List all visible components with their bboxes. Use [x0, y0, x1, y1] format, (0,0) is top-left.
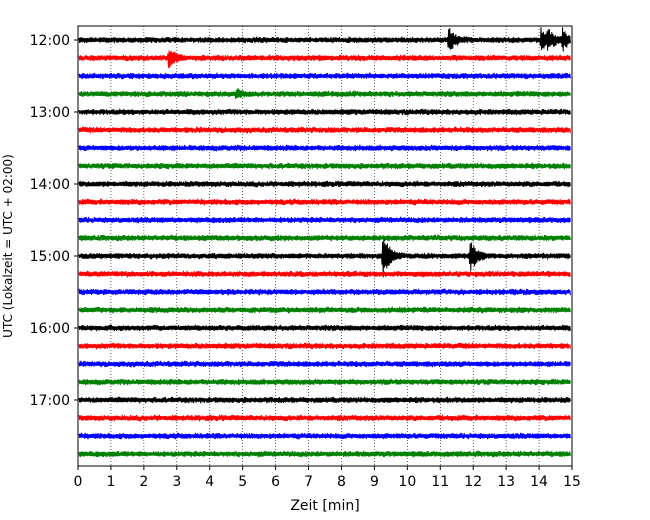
seismic-trace	[78, 432, 571, 440]
seismic-trace	[78, 126, 571, 134]
x-tick-label: 15	[563, 474, 581, 490]
trace-group	[78, 27, 571, 458]
seismic-trace	[78, 450, 571, 458]
x-tick-label: 1	[106, 474, 115, 490]
seismic-trace	[78, 216, 571, 224]
seismic-trace	[78, 50, 571, 68]
y-axis-ticks: 12:00 13:00 14:00 15:00 16:00 17:00	[30, 33, 78, 409]
seismic-trace	[78, 239, 571, 278]
seismic-trace	[78, 306, 571, 314]
y-tick-label: 13:00	[30, 105, 70, 121]
y-tick-label: 14:00	[30, 177, 70, 193]
x-tick-label: 0	[74, 474, 83, 490]
vertical-grid	[110, 26, 540, 466]
plot-frame	[77, 25, 573, 467]
y-tick-label: 12:00	[30, 33, 70, 49]
x-tick-label: 5	[238, 474, 247, 490]
y-tick-label: 16:00	[30, 321, 70, 337]
seismic-trace	[78, 72, 571, 80]
seismic-trace	[78, 288, 571, 296]
x-tick-label: 9	[370, 474, 379, 490]
y-tick-label: 17:00	[30, 393, 70, 409]
seismic-trace	[78, 162, 571, 170]
x-tick-label: 6	[271, 474, 280, 490]
x-tick-label: 4	[205, 474, 214, 490]
seismic-trace	[78, 234, 571, 242]
seismic-trace	[78, 270, 571, 278]
y-tick-label: 15:00	[30, 249, 70, 265]
x-tick-label: 7	[304, 474, 313, 490]
seismic-trace	[78, 396, 571, 404]
x-tick-label: 3	[172, 474, 181, 490]
seismic-trace	[78, 88, 571, 99]
seismic-trace	[78, 144, 571, 152]
seismic-trace	[78, 414, 571, 422]
x-axis-label: Zeit [min]	[290, 498, 359, 514]
x-tick-label: 13	[497, 474, 515, 490]
x-tick-label: 14	[530, 474, 548, 490]
y-axis-label: UTC (Lokalzeit = UTC + 02:00)	[1, 154, 15, 338]
seismic-trace	[78, 198, 571, 206]
x-tick-label: 10	[398, 474, 416, 490]
x-axis-ticks: 0 1 2 3 4 5 6 7 8 9 10 11 12 13 14 15	[74, 466, 581, 490]
seismic-trace	[78, 378, 571, 386]
x-tick-label: 8	[337, 474, 346, 490]
seismic-trace	[78, 27, 571, 52]
seismic-trace	[78, 108, 571, 116]
x-tick-label: 11	[431, 474, 449, 490]
seismic-trace	[78, 180, 571, 188]
seismic-trace	[78, 342, 571, 350]
seismic-trace	[78, 360, 571, 368]
x-tick-label: 12	[464, 474, 482, 490]
x-tick-label: 2	[139, 474, 148, 490]
seismic-trace	[78, 324, 571, 332]
